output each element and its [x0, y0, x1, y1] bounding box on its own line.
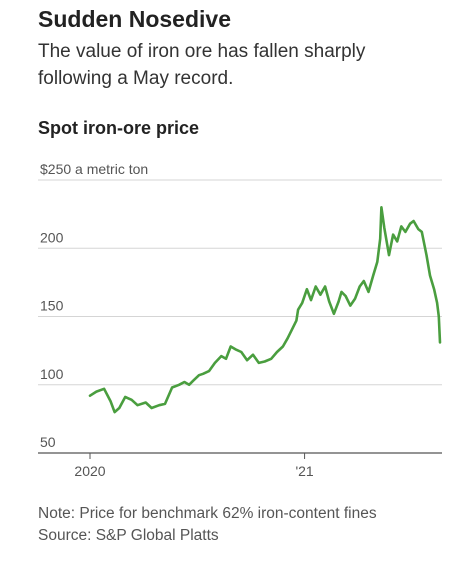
y-tick-label: 100	[40, 366, 64, 382]
y-tick-label: $250 a metric ton	[40, 161, 148, 177]
line-chart: $250 a metric ton 200 150 100 50 2020 '21	[38, 161, 442, 479]
footnote-source: Source: S&P Global Platts	[38, 527, 219, 544]
chart-name: Spot iron-ore price	[38, 118, 200, 138]
y-tick-label: 200	[40, 229, 64, 245]
chart-subtitle: The value of iron ore has fallen sharply…	[38, 41, 366, 89]
price-series-line	[88, 206, 442, 414]
y-tick-label: 50	[40, 434, 56, 450]
footnote-note: Note: Price for benchmark 62% iron-conte…	[38, 505, 377, 522]
x-tick-label: '21	[295, 463, 313, 479]
y-tick-label: 150	[40, 298, 64, 314]
chart-title-heading: Sudden Nosedive	[38, 6, 231, 32]
footnote: Note: Price for benchmark 62% iron-conte…	[38, 503, 377, 547]
x-tick-label: 2020	[74, 463, 105, 479]
